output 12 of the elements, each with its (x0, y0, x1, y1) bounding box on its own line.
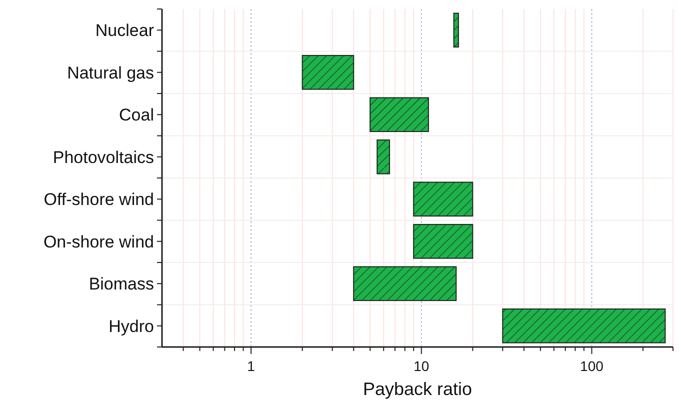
y-tick-label: Off-shore wind (44, 190, 154, 210)
y-tick-label: Photovoltaics (52, 148, 154, 167)
y-tick-label: Natural gas (67, 63, 154, 82)
x-tick-label: 100 (580, 358, 604, 374)
x-tick-label: 10 (414, 358, 430, 374)
y-tick-label: Nuclear (95, 21, 154, 40)
x-axis-title: Payback ratio (362, 379, 472, 399)
y-tick-label: On-shore wind (43, 232, 154, 252)
y-tick-label: Biomass (88, 274, 154, 294)
y-tick-label: Coal (119, 106, 154, 125)
x-tick-label: 1 (247, 358, 256, 374)
y-tick-label: Hydro (108, 316, 154, 336)
